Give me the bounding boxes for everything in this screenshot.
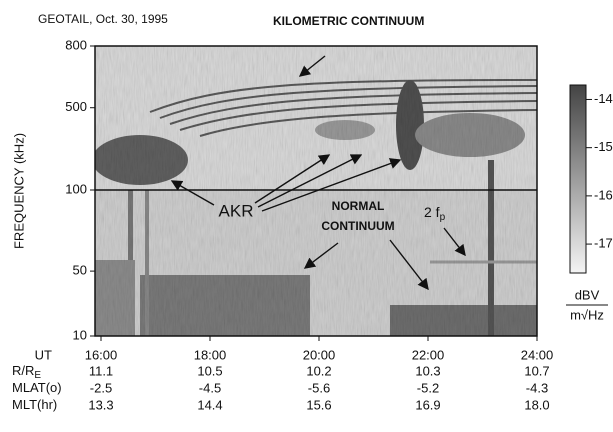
colorbar-tick-label: -160: [594, 187, 613, 202]
row-value: 10.5: [197, 363, 222, 378]
row-label: MLAT(o): [12, 380, 62, 395]
x-tick-label: 16:00: [85, 347, 118, 362]
row-value: 18.0: [524, 397, 549, 412]
row-value: -4.5: [199, 380, 221, 395]
x-tick-label: 20:00: [303, 347, 336, 362]
colorbar-tick-label: -140: [594, 91, 613, 106]
row-value: 16.9: [415, 397, 440, 412]
y-tick-label: 500: [65, 99, 87, 114]
row-label: MLT(hr): [12, 397, 57, 412]
x-tick-label: 24:00: [521, 347, 554, 362]
y-tick-label: 50: [73, 263, 87, 278]
row-value: 10.3: [415, 363, 440, 378]
colorbar-unit: dBV: [575, 287, 600, 302]
row-label-subscript: E: [34, 370, 41, 381]
row-value: -2.5: [90, 380, 112, 395]
annotation: CONTINUUM: [321, 219, 394, 233]
colorbar-tick-label: -150: [594, 139, 613, 154]
y-tick-label: 800: [65, 37, 87, 52]
annotation-subscript: p: [440, 212, 446, 223]
row-value: -4.3: [526, 380, 548, 395]
colorbar-tick-label: -170: [594, 236, 613, 251]
row-value: 10.2: [306, 363, 331, 378]
row-value: -5.6: [308, 380, 330, 395]
row-value: 14.4: [197, 397, 222, 412]
x-tick-label: 18:00: [194, 347, 227, 362]
colorbar-unit: m√Hz: [570, 307, 604, 322]
y-axis-label: FREQUENCY (kHz): [11, 133, 26, 249]
y-tick-label: 10: [73, 327, 87, 342]
annotation: 2 fp: [424, 204, 446, 223]
row-label: MLAT(o): [12, 380, 62, 395]
colorbar: [569, 84, 587, 274]
y-tick-label: 100: [65, 181, 87, 196]
row-value: 10.7: [524, 363, 549, 378]
title: GEOTAIL, Oct. 30, 1995: [38, 12, 168, 26]
row-label: R/RE: [12, 363, 41, 380]
row-value: 13.3: [88, 397, 113, 412]
row-value: 11.1: [89, 363, 113, 378]
row-value: -5.2: [417, 380, 439, 395]
x-tick-label: 22:00: [412, 347, 445, 362]
annotation: AKR: [219, 201, 254, 220]
row-value: 15.6: [306, 397, 331, 412]
x-axis-label: UT: [35, 347, 52, 362]
annotation: 2 f: [424, 204, 440, 220]
row-label: MLT(hr): [12, 397, 57, 412]
row-label: R/R: [12, 363, 34, 378]
annotation-arrows: [170, 55, 466, 291]
annotation: KILOMETRIC CONTINUUM: [273, 14, 424, 28]
plot-frame: [94, 45, 538, 337]
annotation: NORMAL: [332, 199, 385, 213]
